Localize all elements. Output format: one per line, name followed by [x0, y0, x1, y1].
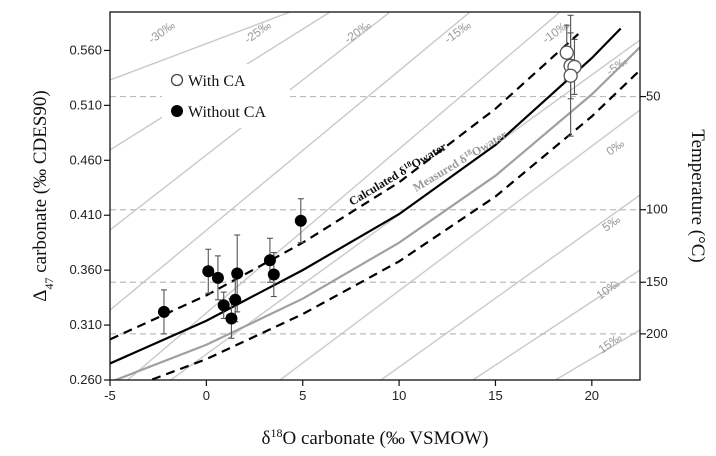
point-without-ca-8 [267, 268, 280, 281]
legend-marker-filled [171, 105, 183, 117]
point-with-ca-3 [563, 68, 578, 83]
temperature-axis-ticks: 50 100 150 200 [640, 89, 668, 341]
isotherm-line-m30 [110, 12, 291, 81]
point-without-ca-4 [225, 312, 238, 325]
point-without-ca-0 [157, 305, 170, 318]
data-points [157, 45, 582, 325]
curve-dashed-upper [110, 33, 580, 341]
y-tick-label-0: 0.260 [69, 372, 102, 387]
point-without-ca-2 [211, 271, 224, 284]
isotherm-label-m25: -25‰ [242, 18, 274, 47]
point-without-ca-7 [263, 254, 276, 267]
isotherm-line-15 [554, 329, 640, 380]
y-tick-label-6: 0.560 [69, 42, 102, 57]
legend: With CA Without CA [162, 64, 290, 128]
legend-marker-open [170, 73, 184, 87]
legend-label-without-ca: Without CA [188, 104, 266, 121]
temperature-tick-label-150: 150 [646, 274, 668, 289]
x-axis-title: δ18O carbonate (‰ VSMOW) [262, 426, 489, 449]
temperature-tick-label-200: 200 [646, 326, 668, 341]
curve-solid-black [110, 27, 622, 365]
y-tick-label-5: 0.510 [69, 97, 102, 112]
legend-label-with-ca: With CA [188, 73, 246, 90]
isotherm-line-m15 [110, 12, 471, 311]
x-tick-label-2: 5 [299, 388, 306, 403]
x-tick-label-0: -5 [104, 388, 116, 403]
x-tick-label-1: 0 [203, 388, 210, 403]
legend-box [162, 64, 290, 128]
isotherm-label-15: 15‰ [596, 330, 625, 356]
temperature-tick-label-50: 50 [646, 89, 660, 104]
isotherm-label-10: 10‰ [594, 276, 623, 302]
isotherm-label-m20: -20‰ [342, 18, 374, 47]
x-tick-label-4: 15 [488, 388, 502, 403]
isotherm-label-m5: -5‰ [604, 54, 631, 79]
point-with-ca-0 [559, 45, 574, 60]
y-tick-label-4: 0.460 [69, 152, 102, 167]
isotherm-line-0 [278, 109, 640, 380]
isotherm-label-5: 5‰ [600, 212, 623, 234]
point-without-ca-9 [294, 214, 307, 227]
isotherm-line-5 [379, 194, 640, 380]
regression-curves [110, 27, 640, 380]
temperature-reference-lines [110, 95, 640, 335]
point-without-ca-5 [229, 293, 242, 306]
y-axis-title: Δ47 carbonate (‰ CDES90) [30, 90, 56, 302]
plot-frame [109, 11, 641, 381]
error-bars [160, 14, 578, 339]
point-without-ca-6 [231, 267, 244, 280]
isotherm-label-0: 0‰ [604, 136, 627, 158]
temperature-axis-title: Temperature (°C) [687, 129, 708, 262]
x-tick-label-3: 10 [392, 388, 406, 403]
isotherm-line-10 [471, 269, 640, 380]
point-without-ca-3 [217, 299, 230, 312]
temperature-tick-label-100: 100 [646, 202, 668, 217]
x-axis-ticks: -5 0 5 10 15 20 [104, 380, 599, 403]
curve-solid-gray [112, 46, 640, 380]
point-without-ca-1 [202, 265, 215, 278]
curve-dashed-lower [147, 69, 640, 380]
x-tick-label-5: 20 [585, 388, 599, 403]
y-tick-label-1: 0.310 [69, 317, 102, 332]
y-axis-ticks: 0.260 0.310 0.360 0.410 0.460 0.510 0.560 [69, 42, 110, 387]
y-tick-label-2: 0.360 [69, 262, 102, 277]
isotherm-label-m30: -30‰ [146, 18, 178, 47]
y-tick-label-3: 0.410 [69, 207, 102, 222]
